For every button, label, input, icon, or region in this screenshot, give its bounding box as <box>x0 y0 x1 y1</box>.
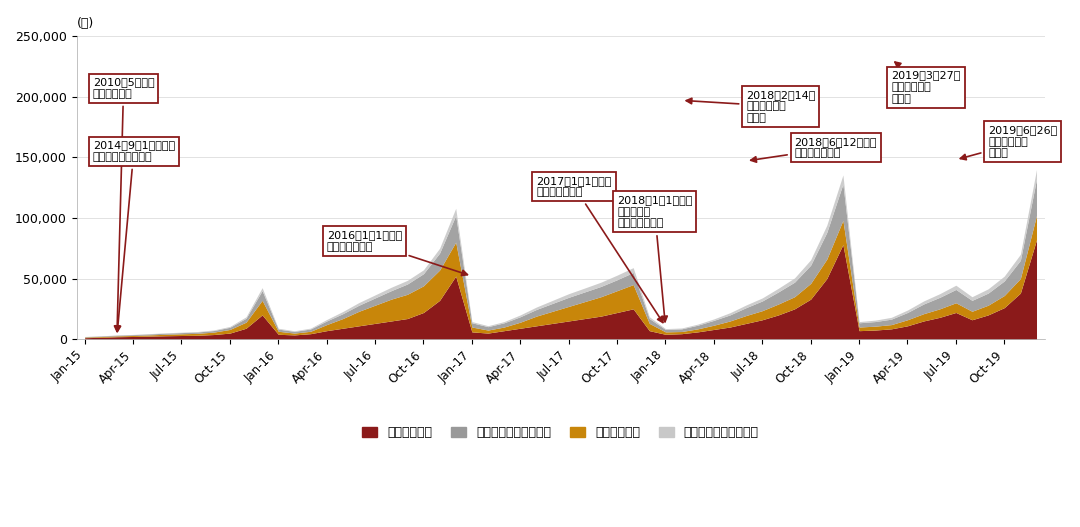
Text: 2018年2月14日
起，进入退补
过渡期: 2018年2月14日 起，进入退补 过渡期 <box>686 90 815 123</box>
Text: 2018年1月1日起，
新能源汽车
继续免征购置税: 2018年1月1日起， 新能源汽车 继续免征购置税 <box>617 196 692 322</box>
Text: 2019年6月26日
起，第四次补
贴退坡: 2019年6月26日 起，第四次补 贴退坡 <box>960 125 1057 160</box>
Text: 2018年6月12日起，
第三次补贴退坡: 2018年6月12日起， 第三次补贴退坡 <box>751 137 877 162</box>
Text: 2010年5月起，
开始国家补助: 2010年5月起， 开始国家补助 <box>93 77 154 331</box>
Text: 2016年1月1日起，
第一次补贴退坡: 2016年1月1日起， 第一次补贴退坡 <box>326 230 468 276</box>
Text: 2019年3月27日
起，进入退补
过渡期: 2019年3月27日 起，进入退补 过渡期 <box>891 62 961 104</box>
Text: (辆): (辆) <box>77 17 94 30</box>
Text: 2017年1月1日起，
第二次补贴退坡: 2017年1月1日起， 第二次补贴退坡 <box>537 175 663 323</box>
Legend: 绍电动乘用车, 插电式混合动力乘用车, 绍电动商用车, 插电式混合动力商用车: 绍电动乘用车, 插电式混合动力乘用车, 绍电动商用车, 插电式混合动力商用车 <box>357 421 764 444</box>
Text: 2014年9月1日起，新
能源汽车免征购置税: 2014年9月1日起，新 能源汽车免征购置税 <box>93 141 175 331</box>
